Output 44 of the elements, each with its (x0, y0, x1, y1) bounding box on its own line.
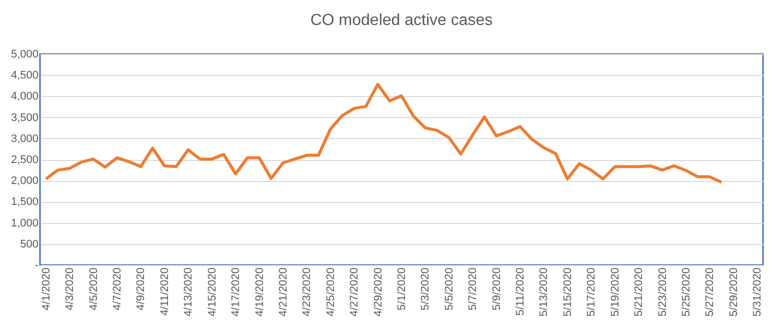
x-tick-label: 5/19/2020 (609, 268, 622, 316)
x-tick-label: 5/3/2020 (420, 268, 432, 310)
line-series (44, 82, 724, 184)
x-tick-label: 5/27/2020 (704, 268, 716, 316)
x-tick-label: 4/23/2020 (301, 268, 314, 316)
x-tick-label: 4/5/2020 (88, 268, 100, 310)
x-tick-label: 4/3/2020 (64, 268, 76, 310)
y-tick-label: 5,000 (10, 48, 38, 60)
x-tick-label: 4/11/2020 (158, 268, 171, 316)
x-tick-label: 4/29/2020 (372, 268, 384, 316)
x-tick-label: 4/9/2020 (135, 268, 148, 310)
y-tick-label: 2,500 (10, 154, 38, 166)
x-tick-label: 5/11/2020 (514, 268, 527, 316)
x-tick-label: 4/17/2020 (230, 268, 242, 316)
x-tick-label: 5/15/2020 (562, 268, 574, 316)
y-tick-label: 4,500 (10, 70, 38, 82)
x-tick-label: 4/7/2020 (112, 268, 124, 310)
y-tick-label: 2,000 (10, 175, 38, 188)
x-tick-label: 5/31/2020 (752, 268, 764, 316)
y-tick-label: - (34, 260, 39, 272)
x-tick-label: 4/1/2020 (40, 268, 52, 310)
x-tick-label: 5/5/2020 (443, 268, 456, 310)
x-tick-label: 5/9/2020 (490, 268, 503, 310)
y-tick-label: 1,000 (10, 217, 38, 230)
chart-title: CO modeled active cases (310, 12, 493, 29)
x-tick-label: 5/25/2020 (680, 268, 692, 316)
x-tick-label: 4/13/2020 (182, 268, 195, 316)
x-tick-label: 4/19/2020 (254, 268, 266, 316)
y-tick-label: 3,000 (10, 132, 38, 145)
x-tick-label: 4/15/2020 (206, 268, 218, 316)
x-tick-label: 5/13/2020 (538, 268, 550, 316)
y-tick-label: 1,500 (10, 196, 38, 208)
y-tick-label: 3,500 (10, 112, 38, 124)
x-tick-label: 4/21/2020 (277, 268, 290, 316)
x-tick-label: 4/27/2020 (348, 268, 361, 316)
x-tick-label: 5/21/2020 (633, 268, 646, 316)
x-tick-label: 5/7/2020 (467, 268, 480, 310)
x-tick-label: 5/23/2020 (656, 268, 669, 316)
x-tick-label: 5/1/2020 (396, 268, 408, 310)
x-tick-label: 5/17/2020 (586, 268, 598, 316)
x-tick-label: 4/25/2020 (324, 268, 337, 316)
y-tick-label: 4,000 (10, 90, 38, 103)
x-tick-label: 5/29/2020 (728, 268, 740, 316)
y-tick-label: 500 (20, 238, 38, 250)
